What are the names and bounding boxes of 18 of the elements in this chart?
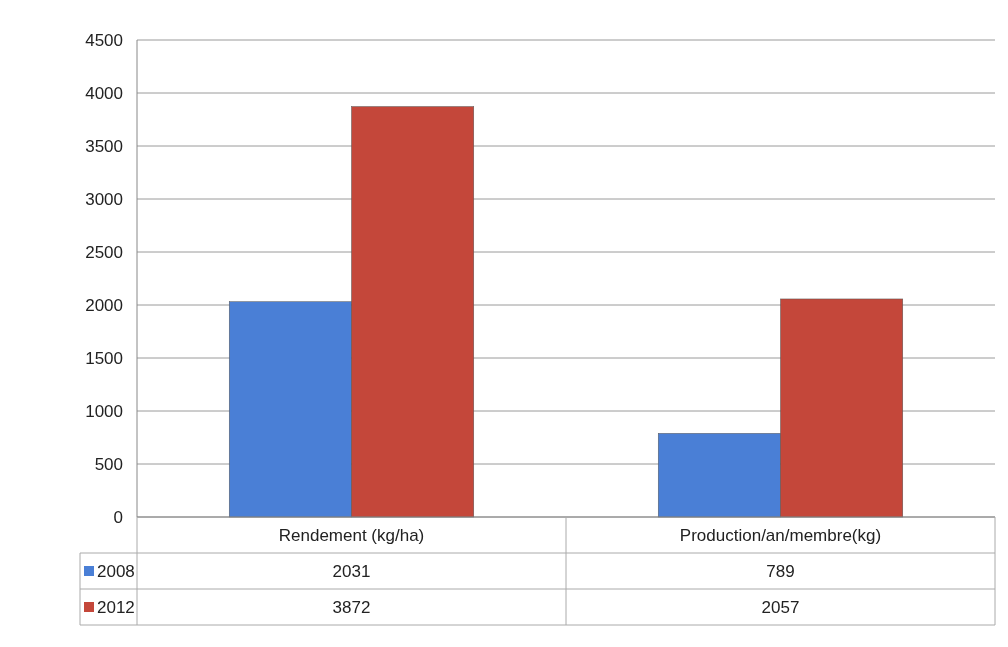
y-tick-label: 3500 [85, 136, 123, 156]
data-label: 3872 [332, 597, 371, 617]
data-label: 789 [766, 561, 795, 581]
legend-label: 2012 [97, 597, 135, 617]
y-tick-label: 3000 [85, 189, 123, 209]
y-tick-label: 4500 [85, 30, 123, 50]
legend-label: 2008 [97, 561, 135, 581]
y-tick-label: 500 [94, 454, 123, 474]
x-tick-label: Production/an/membre(kg) [679, 525, 882, 545]
y-tick-label: 0 [113, 507, 123, 527]
y-tick-label: 1000 [85, 401, 123, 421]
y-tick-label: 1500 [85, 348, 123, 368]
y-tick-label: 2500 [85, 242, 123, 262]
y-tick-label: 2000 [85, 295, 123, 315]
y-tick-label: 4000 [85, 83, 123, 103]
data-label: 2057 [761, 597, 800, 617]
data-label: 2031 [332, 561, 371, 581]
x-tick-label: Rendement (kg/ha) [278, 525, 425, 545]
